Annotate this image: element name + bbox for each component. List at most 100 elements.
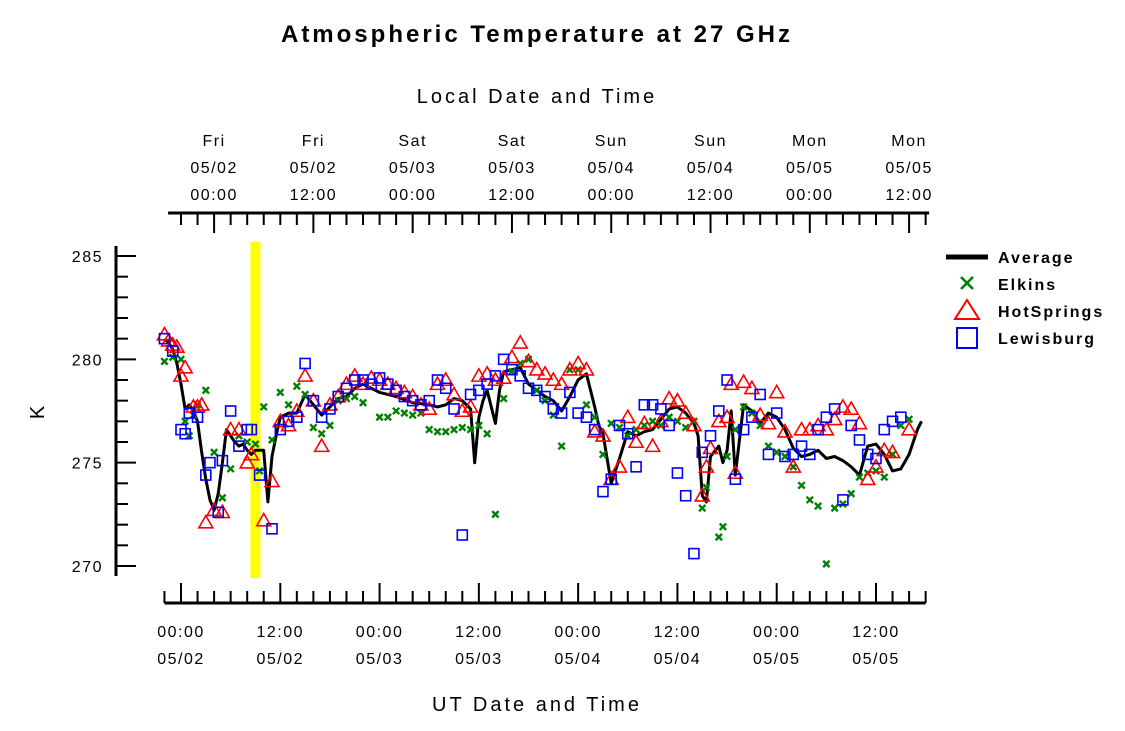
point-elkins [309, 423, 318, 432]
point-elkins [582, 400, 591, 409]
top-tick-label-date: 05/02 [190, 160, 238, 177]
point-elkins [491, 510, 500, 519]
point-elkins [408, 411, 417, 420]
point-lewisburg [762, 448, 775, 461]
point-lewisburg [439, 382, 452, 395]
point-lewisburg [663, 419, 675, 432]
x-tick-label-date: 05/03 [455, 651, 503, 668]
point-hotsprings [760, 414, 777, 430]
point-lewisburg [671, 467, 684, 479]
point-elkins [301, 390, 310, 399]
top-tick-label-time: 12:00 [290, 187, 338, 204]
point-elkins [176, 355, 186, 364]
point-lewisburg [183, 407, 196, 419]
legend-item-elkins: Elkins [960, 276, 1055, 294]
x-tick-label-time: 00:00 [753, 624, 801, 641]
point-hotsprings [685, 416, 703, 432]
point-elkins [590, 413, 599, 422]
top-tick-label-date: 05/05 [786, 160, 834, 177]
point-lewisburg [621, 427, 634, 440]
point-elkins [499, 394, 508, 403]
point-elkins [855, 473, 864, 482]
point-lewisburg [253, 469, 266, 481]
point-lewisburg [895, 411, 907, 424]
point-lewisburg [348, 374, 361, 386]
point-lewisburg [638, 398, 651, 411]
highlight-band [250, 242, 261, 578]
top-tick-label-date: 05/04 [687, 160, 735, 177]
highlight-band-layer [250, 242, 261, 578]
legend-item-average: Average [946, 250, 1073, 267]
x-tick-label-time: 12:00 [654, 624, 702, 641]
point-lewisburg [580, 411, 593, 424]
point-lewisburg [224, 405, 237, 417]
y-tick-label: 270 [72, 559, 103, 576]
point-lewisburg [481, 378, 493, 390]
top-tick-label-date: 05/05 [885, 160, 933, 177]
point-lewisburg [853, 434, 866, 446]
point-lewisburg [497, 353, 510, 366]
x-tick-label-date: 05/04 [554, 651, 602, 668]
top-tick-label-day: Mon [891, 133, 927, 150]
axes-layer: 270 275 280 285 00:00 05/02 12:00 05/02 00:00 05/… [72, 133, 933, 668]
legend-item-hotsprings: HotSprings [953, 298, 1104, 321]
point-elkins [317, 429, 326, 438]
x-tick-label-time: 12:00 [852, 624, 900, 641]
point-hotsprings [176, 358, 194, 374]
point-elkins [880, 473, 889, 482]
point-lewisburg [291, 411, 303, 424]
point-lewisburg [175, 423, 187, 436]
point-elkins [772, 448, 781, 457]
point-elkins [640, 421, 649, 430]
y-tick-label: 285 [72, 249, 103, 266]
point-elkins [814, 502, 823, 511]
point-lewisburg [721, 374, 733, 386]
point-hotsprings [313, 437, 331, 453]
point-hotsprings [296, 367, 314, 382]
point-lewisburg [712, 405, 725, 417]
point-lewisburg [779, 450, 791, 463]
top-tick-label-time: 00:00 [587, 187, 635, 204]
point-lewisburg [804, 448, 816, 461]
point-elkins [255, 466, 264, 475]
point-hotsprings [875, 441, 893, 457]
point-lewisburg [547, 403, 560, 415]
top-tick-label-time: 00:00 [190, 187, 238, 204]
top-tick-label-time: 00:00 [389, 187, 437, 204]
point-lewisburg [870, 452, 882, 465]
x-tick-label-time: 00:00 [356, 624, 404, 641]
point-elkins [615, 423, 624, 432]
x-tick-label-time: 12:00 [257, 624, 305, 641]
point-elkins [805, 495, 814, 504]
point-hotsprings [478, 365, 496, 380]
point-hotsprings [644, 437, 661, 453]
point-elkins [718, 522, 727, 531]
point-elkins [375, 413, 384, 422]
point-elkins [425, 425, 434, 434]
point-elkins [648, 417, 657, 426]
point-lewisburg [746, 411, 758, 424]
point-lewisburg [315, 411, 328, 424]
point-lewisburg [245, 423, 258, 436]
point-hotsprings [660, 389, 678, 405]
point-elkins [449, 425, 459, 434]
legend-swatch [956, 327, 978, 349]
legend-label: HotSprings [998, 304, 1104, 321]
point-lewisburg [878, 423, 891, 436]
point-hotsprings [238, 454, 256, 469]
top-tick-label-day: Mon [792, 133, 828, 150]
point-hotsprings [511, 334, 529, 349]
point-lewisburg [655, 403, 667, 415]
point-lewisburg [506, 363, 518, 376]
point-elkins [822, 559, 831, 568]
point-hotsprings [255, 511, 273, 527]
point-hotsprings [627, 433, 645, 449]
point-hotsprings [677, 404, 695, 420]
point-hotsprings [242, 445, 260, 461]
point-elkins [185, 431, 194, 440]
point-elkins [218, 493, 227, 502]
point-lewisburg [274, 423, 287, 436]
point-lewisburg [398, 390, 411, 403]
point-lewisburg [820, 411, 833, 424]
point-lewisburg [613, 419, 626, 432]
